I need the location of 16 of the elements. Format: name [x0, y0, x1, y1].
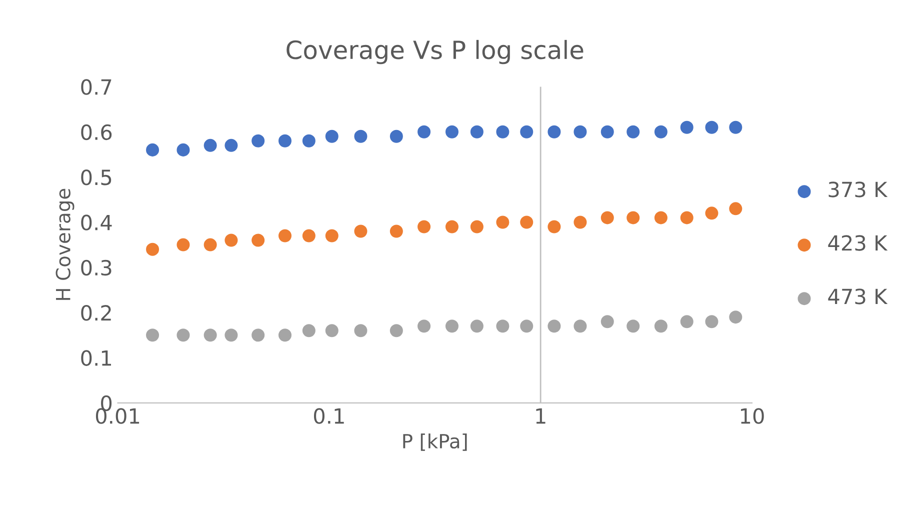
chart-title: Coverage Vs P log scale: [286, 40, 584, 64]
y-tick-label: 0.4: [81, 214, 112, 230]
x-tick-label: 10: [741, 408, 764, 424]
x-axis-title: P [kPa]: [403, 433, 467, 451]
legend-label: 373 K: [828, 182, 888, 198]
x-tick-label: 1: [536, 408, 546, 424]
x-tick-label: 0.1: [314, 408, 344, 424]
legend-label: 423 K: [828, 235, 888, 251]
legend-label: 473 K: [828, 288, 888, 304]
y-tick-label: 0.7: [81, 79, 112, 95]
y-tick-label: 0.6: [81, 124, 112, 140]
y-tick-label: 0.2: [81, 305, 111, 321]
y-tick-label: 0.3: [81, 260, 112, 276]
y-tick-label: 0.1: [81, 350, 111, 366]
y-axis-title: H Coverage: [56, 188, 74, 300]
y-tick-label: 0.5: [81, 169, 112, 186]
